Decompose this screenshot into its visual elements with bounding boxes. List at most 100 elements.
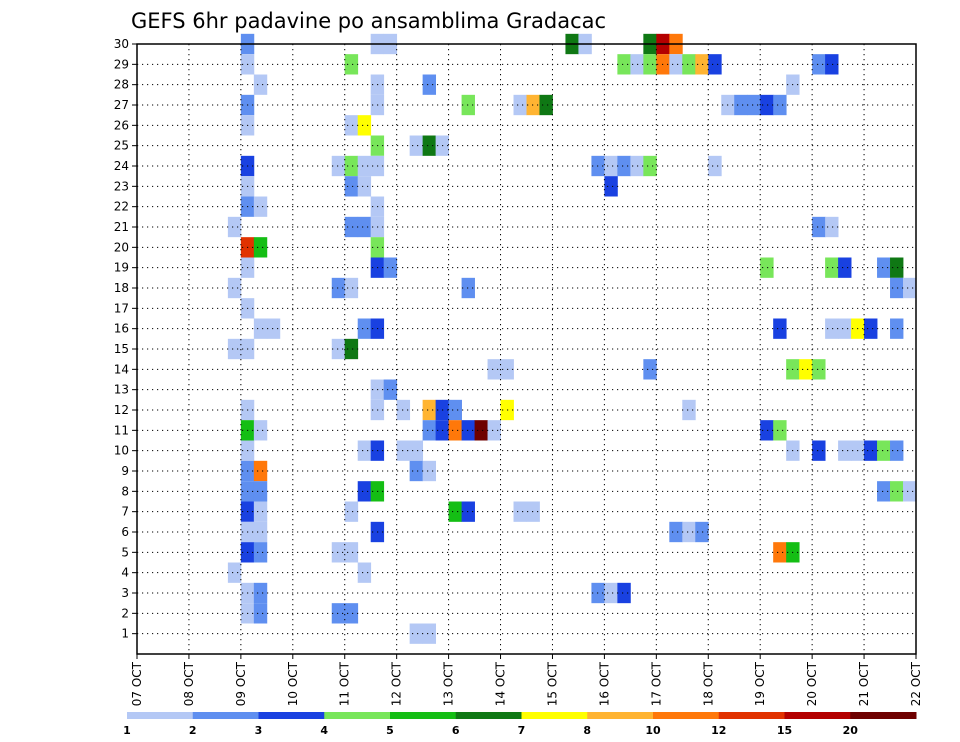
- legend-label: 12: [711, 724, 726, 737]
- precip-cell: [669, 521, 683, 543]
- y-tick-label: 24: [114, 159, 129, 173]
- x-tick-label: 13 OCT: [442, 661, 456, 706]
- precip-cell: [825, 216, 839, 238]
- precip-cell: [344, 501, 359, 522]
- y-tick-label: 7: [121, 505, 129, 519]
- precip-cell: [266, 318, 281, 339]
- legend-swatch: [258, 712, 325, 719]
- precip-cell: [331, 155, 346, 177]
- precip-cell: [643, 359, 657, 380]
- y-tick-label: 10: [114, 444, 129, 458]
- precip-cell: [695, 54, 709, 75]
- precip-cell: [344, 603, 359, 624]
- precip-cell: [422, 399, 437, 421]
- legend-swatch: [587, 712, 654, 719]
- y-tick-label: 30: [114, 37, 129, 51]
- y-tick-label: 19: [114, 261, 129, 275]
- precip-cell: [825, 318, 839, 339]
- y-tick-label: 13: [114, 383, 129, 397]
- y-tick-label: 21: [114, 220, 129, 234]
- precip-cell: [669, 54, 683, 75]
- x-tick-label: 11 OCT: [338, 661, 352, 706]
- precip-cell: [864, 440, 878, 461]
- precip-cell: [890, 318, 904, 339]
- precip-cell: [734, 94, 748, 116]
- precip-cell: [383, 379, 398, 400]
- precip-cell: [357, 216, 372, 238]
- legend-swatch: [521, 712, 588, 719]
- legend-swatch: [455, 712, 522, 719]
- precip-cell: [253, 582, 268, 604]
- precip-cell: [253, 318, 268, 339]
- precip-cell: [604, 176, 618, 197]
- precip-cell: [812, 440, 826, 461]
- precip-cell: [825, 257, 839, 278]
- precip-cell: [773, 94, 787, 116]
- precip-cell: [877, 257, 891, 278]
- precip-cell: [773, 542, 787, 563]
- precip-cell: [253, 237, 268, 258]
- precip-cell: [760, 257, 774, 278]
- precip-cell: [513, 94, 527, 116]
- precip-cell: [448, 399, 462, 421]
- precip-cell: [422, 460, 437, 482]
- precip-cell: [344, 542, 359, 563]
- legend-label: 6: [452, 724, 460, 737]
- precip-cell: [760, 94, 774, 116]
- precip-cell: [253, 196, 268, 217]
- precip-cell: [396, 399, 411, 421]
- precip-cell: [344, 216, 359, 238]
- legend-swatch: [850, 712, 917, 719]
- precip-cell: [890, 440, 904, 461]
- precip-cell: [383, 257, 398, 278]
- precip-cell: [760, 420, 774, 441]
- precip-cell: [344, 54, 359, 75]
- precip-cell: [344, 155, 359, 177]
- grid-lines: [137, 44, 916, 654]
- legend-swatch: [653, 712, 720, 719]
- precip-cell: [617, 155, 631, 177]
- precip-cell: [487, 420, 501, 441]
- precip-cell: [799, 359, 813, 380]
- x-tick-label: 07 OCT: [130, 661, 144, 706]
- x-tick-label: 16 OCT: [597, 661, 611, 706]
- precip-cell: [474, 420, 488, 441]
- x-tick-label: 22 OCT: [909, 661, 923, 706]
- precip-cell: [461, 420, 475, 441]
- precip-cell: [513, 501, 527, 522]
- color-legend: 1 2 3 4 5 6 7 8 10 12 15 20: [123, 712, 917, 737]
- x-tick-label: 18 OCT: [701, 661, 715, 706]
- precip-cell: [344, 176, 359, 197]
- chart-title: GEFS 6hr padavine po ansamblima Gradacac: [131, 9, 606, 33]
- precip-cell: [409, 460, 424, 482]
- precip-cell: [838, 257, 852, 278]
- precip-cell: [617, 54, 631, 75]
- precip-cell: [487, 359, 501, 380]
- precip-cell: [253, 460, 268, 482]
- x-tick-label: 19 OCT: [753, 661, 767, 706]
- legend-label: 7: [518, 724, 526, 737]
- precip-cell: [773, 318, 787, 339]
- precip-cell: [773, 420, 787, 441]
- precip-cell: [396, 440, 411, 461]
- y-axis-ticks: 1234567891011121314151617181920212223242…: [114, 37, 137, 641]
- precip-cell: [227, 562, 242, 583]
- precip-cell: [422, 74, 437, 95]
- legend-label: 5: [386, 724, 394, 737]
- precip-cell: [838, 318, 852, 339]
- precip-cell: [890, 481, 904, 502]
- precip-cell: [461, 277, 475, 299]
- precip-cell: [812, 216, 826, 238]
- precip-cell: [903, 277, 917, 299]
- precip-cell: [253, 74, 268, 95]
- y-tick-label: 4: [121, 566, 129, 580]
- precip-cell: [448, 501, 462, 522]
- precip-cell: [409, 623, 424, 644]
- precip-cell: [357, 318, 372, 339]
- precip-cell: [903, 481, 917, 502]
- x-tick-label: 17 OCT: [649, 661, 663, 706]
- precip-cell: [253, 603, 268, 624]
- precip-cell: [812, 54, 826, 75]
- x-tick-label: 14 OCT: [494, 661, 508, 706]
- y-tick-label: 18: [114, 281, 129, 295]
